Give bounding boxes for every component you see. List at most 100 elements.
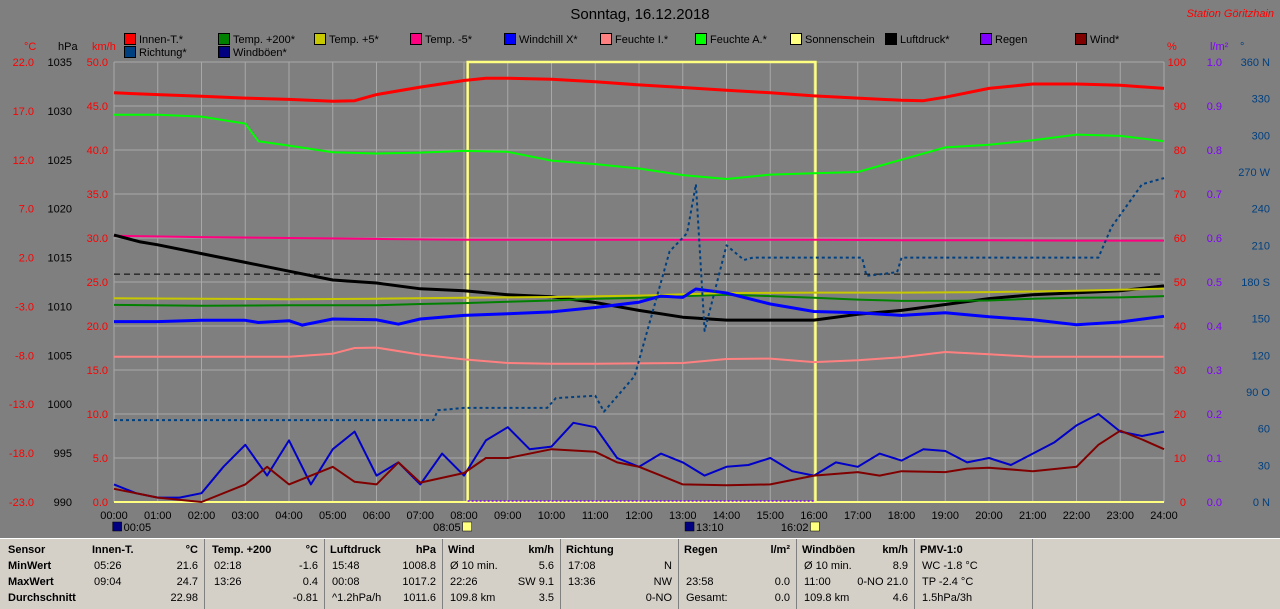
legend-label: Temp. +5* [329, 34, 379, 46]
axis-tick-pct: 60 [1174, 233, 1186, 245]
x-tick: 09:00 [494, 510, 522, 522]
axis-tick-hpa: 1010 [48, 301, 72, 313]
axis-tick-pct: 100 [1168, 57, 1186, 69]
axis-tick-hpa: 1035 [48, 57, 72, 69]
series-line-richtung- [114, 177, 1165, 422]
stats-cell-label: 1.5hPa/3h [922, 592, 973, 604]
stats-cell-label: WC -1.8 °C [922, 560, 978, 572]
series-line-temp-200- [113, 293, 1165, 307]
stats-row-label: MinWert [8, 560, 52, 572]
axis-tick-degc: 17.0 [13, 106, 34, 118]
sun-marker-time: 00:05 [124, 522, 152, 534]
stats-cell-label: Gesamt: [686, 592, 728, 604]
stats-block-unit: km/h [528, 544, 554, 556]
axis-tick-degc: 22.0 [13, 57, 34, 69]
axis-tick-hpa: 1005 [48, 350, 72, 362]
series-line-windchill-x- [114, 287, 1165, 327]
axis-tick-pct: 30 [1174, 365, 1186, 377]
axis-tick-pct: 80 [1174, 145, 1186, 157]
stats-cell-label: 109.8 km [804, 592, 850, 604]
legend-swatch [410, 33, 422, 45]
x-tick: 00:00 [100, 510, 128, 522]
stats-cell-value: 0.0 [774, 592, 790, 604]
stats-block: Luftdruck hPa 15:48 1008.8 00:08 1017.2 ^1.2hP… [324, 539, 443, 609]
axis-tick-deg: 150 [1252, 314, 1270, 326]
x-tick: 01:00 [144, 510, 172, 522]
legend-swatch [218, 33, 230, 45]
legend-label: Feuchte A.* [710, 34, 767, 46]
stats-cell-label: Ø 10 min. [450, 560, 498, 572]
stats-cell-value: -0.81 [292, 592, 318, 604]
axis-unit-hpa: hPa [58, 41, 78, 53]
stats-cell-value: 4.6 [892, 592, 908, 604]
stats-cell-label: ^1.2hPa/h [332, 592, 382, 604]
station-name: Station Göritzhain [1186, 8, 1274, 20]
stats-cell-value: 22.98 [170, 592, 198, 604]
stats-cell-value: 0-NO [645, 592, 672, 604]
stats-cell-value: -1.6 [299, 560, 318, 572]
stats-cell-value: 21.6 [176, 560, 198, 572]
stats-cell-value: 24.7 [176, 576, 198, 588]
axis-tick-hpa: 1000 [48, 399, 72, 411]
legend-item: Richtung* [124, 46, 187, 59]
legend-swatch [218, 46, 230, 58]
axis-tick-hpa: 1020 [48, 204, 72, 216]
sun-marker-icon [810, 521, 820, 532]
series-line-temp-5- [113, 234, 1164, 242]
axis-tick-lm2: 0.8 [1207, 145, 1222, 157]
legend-swatch [695, 33, 707, 45]
axis-tick-deg: 270 W [1238, 167, 1270, 179]
legend-swatch [1075, 33, 1087, 45]
axis-tick-kmh: 20.0 [87, 321, 108, 333]
stats-cell-value: 0.0 [774, 576, 790, 588]
axis-tick-degc: -3.0 [15, 301, 34, 313]
x-tick: 17:00 [844, 510, 872, 522]
stats-block-unit: l/m² [770, 544, 790, 556]
x-tick: 03:00 [231, 510, 259, 522]
legend-item: Temp. +200* [218, 33, 295, 46]
axis-tick-deg: 360 N [1241, 57, 1270, 69]
legend-item: Windböen* [218, 46, 287, 59]
stats-cell-value: 5.6 [538, 560, 554, 572]
legend-label: Wind* [1090, 34, 1120, 46]
axis-tick-lm2: 0.2 [1207, 409, 1222, 421]
axis-unit-degc: °C [24, 41, 36, 53]
x-tick: 04:00 [275, 510, 303, 522]
axis-tick-pct: 90 [1174, 101, 1186, 113]
legend-item: Innen-T.* [124, 33, 183, 46]
axis-tick-kmh: 35.0 [87, 189, 108, 201]
axis-tick-deg: 330 [1252, 94, 1270, 106]
axis-tick-pct: 10 [1174, 453, 1186, 465]
x-tick: 08:00 [450, 510, 478, 522]
axis-tick-lm2: 0.9 [1207, 101, 1222, 113]
x-tick: 14:00 [713, 510, 741, 522]
axis-tick-deg: 90 O [1246, 387, 1270, 399]
axis-tick-degc: -23.0 [9, 497, 34, 509]
x-tick: 05:00 [319, 510, 347, 522]
x-tick: 20:00 [975, 510, 1003, 522]
legend-label: Luftdruck* [900, 34, 950, 46]
stats-cell-label: 00:08 [332, 576, 360, 588]
chart-title: Sonntag, 16.12.2018 [570, 6, 710, 23]
stats-cell-label: 05:26 [94, 560, 122, 572]
legend-label: Temp. -5* [425, 34, 473, 46]
stats-block-title: Windböen [802, 544, 856, 556]
axis-tick-lm2: 0.4 [1207, 321, 1222, 333]
stats-cell-value: SW 9.1 [517, 576, 554, 588]
stats-cell-value: N [664, 560, 672, 572]
axis-tick-kmh: 25.0 [87, 277, 108, 289]
series-line-wind- [113, 429, 1165, 503]
legend-swatch [124, 46, 136, 58]
axis-tick-lm2: 0.3 [1207, 365, 1222, 377]
axis-tick-hpa: 995 [54, 448, 72, 460]
series-group [113, 76, 1165, 503]
sunshine-region [114, 60, 1164, 503]
axis-tick-degc: -13.0 [9, 399, 34, 411]
legend-swatch [980, 33, 992, 45]
legend-item: Feuchte A.* [695, 33, 767, 46]
axis-tick-deg: 60 [1258, 424, 1270, 436]
stats-cell-value: 3.5 [538, 592, 554, 604]
legend-item: Temp. -5* [410, 33, 472, 46]
axis-tick-hpa: 1025 [48, 155, 72, 167]
stats-block-title: Luftdruck [330, 544, 381, 556]
